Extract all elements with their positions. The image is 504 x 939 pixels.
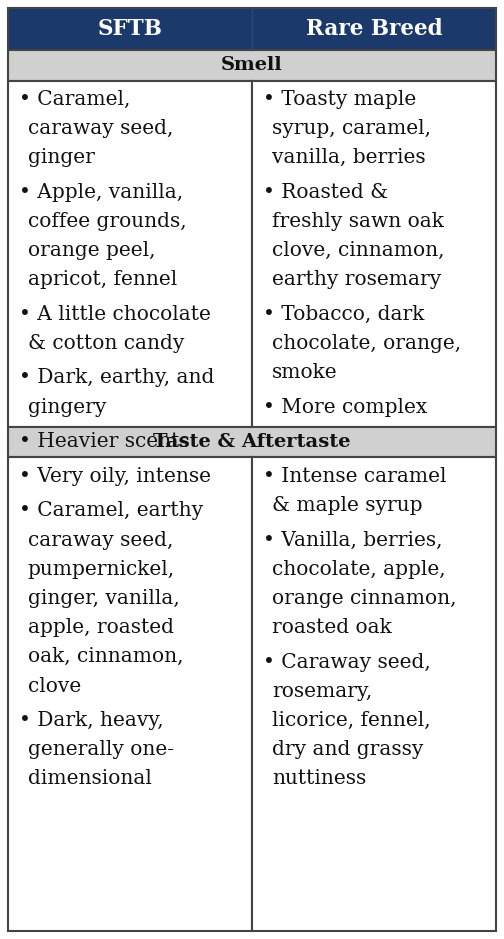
Text: • Heavier scents: • Heavier scents xyxy=(19,432,190,451)
Text: clove: clove xyxy=(28,676,81,696)
Text: caraway seed,: caraway seed, xyxy=(28,119,173,138)
Text: dimensional: dimensional xyxy=(28,769,152,789)
Text: • Vanilla, berries,: • Vanilla, berries, xyxy=(263,531,443,549)
Text: freshly sawn oak: freshly sawn oak xyxy=(272,212,444,231)
Text: clove, cinnamon,: clove, cinnamon, xyxy=(272,241,445,260)
Text: • Apple, vanilla,: • Apple, vanilla, xyxy=(19,183,183,202)
Bar xyxy=(8,8,496,50)
Bar xyxy=(8,427,496,457)
Text: SFTB: SFTB xyxy=(97,18,162,39)
Text: • Very oily, intense: • Very oily, intense xyxy=(19,467,211,485)
Text: vanilla, berries: vanilla, berries xyxy=(272,148,426,167)
Text: syrup, caramel,: syrup, caramel, xyxy=(272,119,431,138)
Text: Taste & Aftertaste: Taste & Aftertaste xyxy=(153,433,351,452)
Text: • More complex: • More complex xyxy=(263,398,427,417)
Text: • Caraway seed,: • Caraway seed, xyxy=(263,653,431,671)
Text: rosemary,: rosemary, xyxy=(272,682,372,700)
Text: Smell: Smell xyxy=(221,56,283,74)
Bar xyxy=(8,50,496,81)
Text: & maple syrup: & maple syrup xyxy=(272,496,423,516)
Text: orange peel,: orange peel, xyxy=(28,241,155,260)
Text: chocolate, orange,: chocolate, orange, xyxy=(272,334,461,353)
Text: & cotton candy: & cotton candy xyxy=(28,334,184,353)
Text: roasted oak: roasted oak xyxy=(272,618,392,638)
Text: apple, roasted: apple, roasted xyxy=(28,618,174,638)
Text: • A little chocolate: • A little chocolate xyxy=(19,305,211,324)
Text: nuttiness: nuttiness xyxy=(272,769,366,789)
Text: licorice, fennel,: licorice, fennel, xyxy=(272,711,431,730)
Text: gingery: gingery xyxy=(28,398,106,417)
Text: • Roasted &: • Roasted & xyxy=(263,183,388,202)
Text: • Intense caramel: • Intense caramel xyxy=(263,467,447,485)
Text: coffee grounds,: coffee grounds, xyxy=(28,212,186,231)
Text: dry and grassy: dry and grassy xyxy=(272,740,423,760)
Bar xyxy=(252,457,496,931)
Text: oak, cinnamon,: oak, cinnamon, xyxy=(28,647,183,667)
Text: • Toasty maple: • Toasty maple xyxy=(263,90,416,109)
Text: • Caramel, earthy: • Caramel, earthy xyxy=(19,501,203,520)
Text: orange cinnamon,: orange cinnamon, xyxy=(272,589,457,608)
Text: ginger, vanilla,: ginger, vanilla, xyxy=(28,589,179,608)
Text: • Tobacco, dark: • Tobacco, dark xyxy=(263,305,424,324)
Text: apricot, fennel: apricot, fennel xyxy=(28,270,177,289)
Text: caraway seed,: caraway seed, xyxy=(28,531,173,549)
Text: • Dark, heavy,: • Dark, heavy, xyxy=(19,711,163,730)
Text: ginger: ginger xyxy=(28,148,95,167)
Text: • Caramel,: • Caramel, xyxy=(19,90,130,109)
Text: pumpernickel,: pumpernickel, xyxy=(28,560,175,578)
Bar xyxy=(8,81,252,427)
Text: earthy rosemary: earthy rosemary xyxy=(272,270,442,289)
Text: generally one-: generally one- xyxy=(28,740,174,760)
Text: Rare Breed: Rare Breed xyxy=(306,18,443,39)
Bar xyxy=(8,457,252,931)
Text: chocolate, apple,: chocolate, apple, xyxy=(272,560,446,578)
Text: smoke: smoke xyxy=(272,363,338,382)
Text: • Dark, earthy, and: • Dark, earthy, and xyxy=(19,368,214,388)
Bar xyxy=(252,81,496,427)
